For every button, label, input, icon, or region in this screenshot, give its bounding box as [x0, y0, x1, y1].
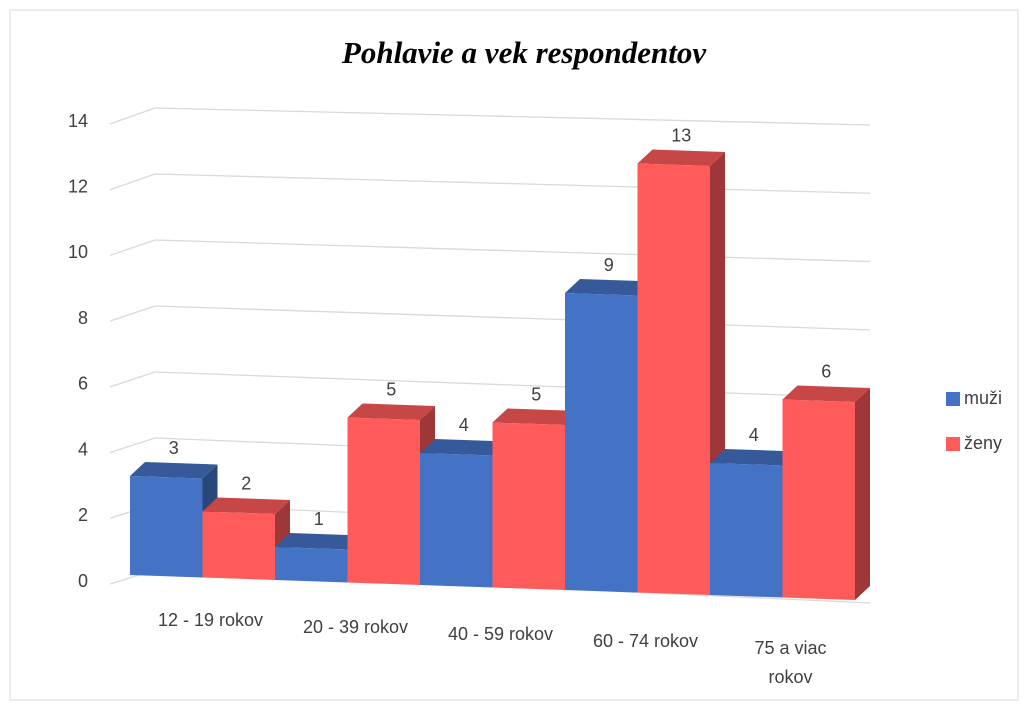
value-label: 5: [386, 380, 396, 400]
y-tick-label: 8: [78, 308, 88, 328]
y-tick-label: 12: [68, 176, 88, 196]
grid-line-side: [109, 107, 156, 125]
y-tick-label: 2: [78, 505, 88, 525]
bar-top: [565, 279, 653, 296]
legend-label: muži: [964, 388, 1002, 408]
x-tick-label: 75 a viac rokov: [754, 638, 827, 687]
grid-line: [154, 305, 871, 331]
value-label: 1: [314, 509, 324, 529]
grid-line-side: [109, 305, 156, 322]
chart-border: [9, 9, 1019, 701]
grid-line: [154, 107, 871, 126]
grid-line-side: [109, 371, 156, 388]
bar: [710, 463, 783, 598]
grid-line: [154, 173, 871, 194]
bar: [637, 163, 710, 595]
x-tick-label: 20 - 39 rokov: [302, 617, 409, 637]
value-label: 4: [459, 415, 469, 435]
value-label: 6: [821, 362, 831, 382]
grid-line: [154, 239, 871, 263]
value-label: 2: [241, 474, 251, 494]
grid-line-side: [109, 437, 156, 454]
legend-swatch: [946, 437, 960, 451]
value-label: 3: [169, 438, 179, 458]
x-tick-label: 40 - 59 rokov: [447, 624, 554, 644]
y-tick-label: 0: [78, 571, 88, 591]
bar: [275, 547, 348, 583]
y-tick-label: 14: [68, 111, 88, 131]
bar: [130, 476, 203, 578]
bar: [492, 422, 565, 590]
value-label: 13: [671, 126, 691, 146]
bar-side: [855, 388, 870, 600]
bar-top: [420, 439, 508, 456]
grid-line-side: [109, 239, 156, 257]
chart-title: Pohlavie a vek respondentov: [341, 35, 707, 70]
bar-top: [130, 462, 218, 479]
y-tick-label: 10: [68, 242, 88, 262]
bar-top: [637, 149, 725, 166]
x-tick-label: 60 - 74 rokov: [592, 631, 699, 651]
bar-top: [202, 497, 290, 514]
bar-top: [782, 385, 870, 402]
y-tick-label: 4: [78, 439, 88, 459]
legend-swatch: [946, 392, 960, 406]
bar: [565, 293, 638, 593]
value-label: 5: [531, 385, 541, 405]
grid-line: [154, 371, 871, 399]
bar-top: [347, 403, 435, 420]
bar: [202, 511, 275, 580]
y-tick-label: 6: [78, 374, 88, 394]
bar-top: [275, 533, 363, 550]
bar: [347, 417, 420, 585]
x-tick-label: 12 - 19 rokov: [157, 610, 264, 630]
value-label: 4: [749, 425, 759, 445]
legend-label: ženy: [964, 433, 1002, 453]
grid-line-side: [109, 173, 156, 191]
bar: [782, 399, 855, 600]
bar-top: [492, 408, 580, 425]
bar-top: [710, 449, 798, 466]
value-label: 9: [604, 255, 614, 275]
bar: [420, 453, 493, 588]
